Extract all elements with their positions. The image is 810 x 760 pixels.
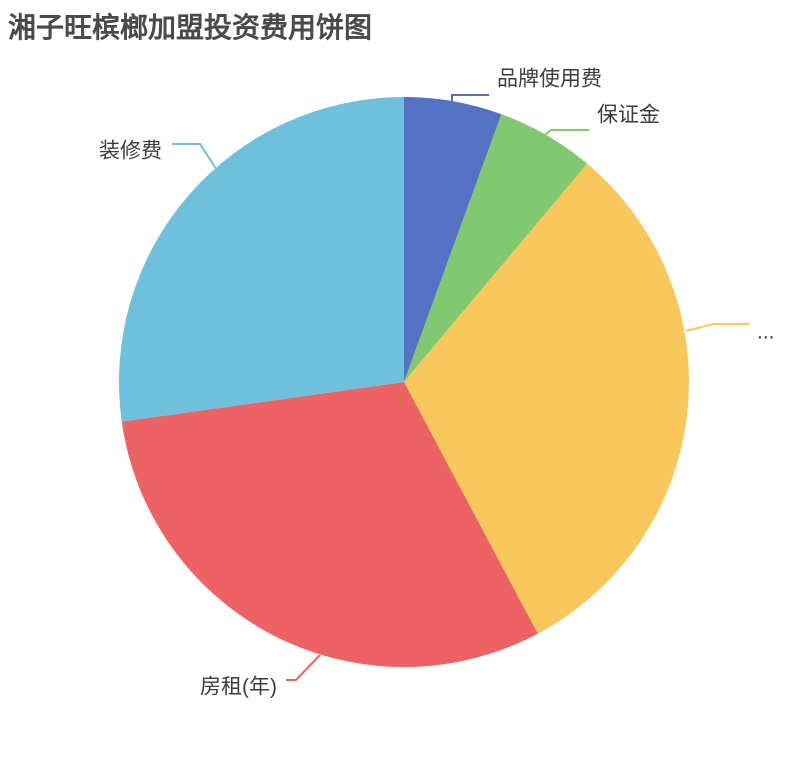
page-title: 湘子旺槟榔加盟投资费用饼图 [8, 12, 373, 43]
leader-line-1 [527, 129, 589, 150]
pie-slice-group [118, 97, 689, 668]
pie-slice-4[interactable] [118, 97, 404, 422]
pie-slice-3[interactable] [121, 382, 538, 668]
pie-slice-0[interactable] [404, 97, 502, 382]
pie-slice-label-1: 保证金 [597, 104, 660, 127]
leader-line-0 [451, 94, 489, 115]
pie-slice-label-4: 装修费 [99, 140, 162, 163]
leader-line-3 [286, 654, 321, 681]
leader-line-2 [685, 323, 749, 332]
pie-slice-label-0: 品牌使用费 [497, 68, 602, 91]
pie-slice-label-3: 房租(年) [200, 676, 277, 699]
pie-leader-line-group [172, 94, 749, 681]
pie-slice-2[interactable] [404, 163, 689, 634]
leader-line-4 [172, 143, 225, 182]
pie-slice-label-2: ... [757, 321, 775, 344]
pie-slice-1[interactable] [404, 114, 588, 382]
